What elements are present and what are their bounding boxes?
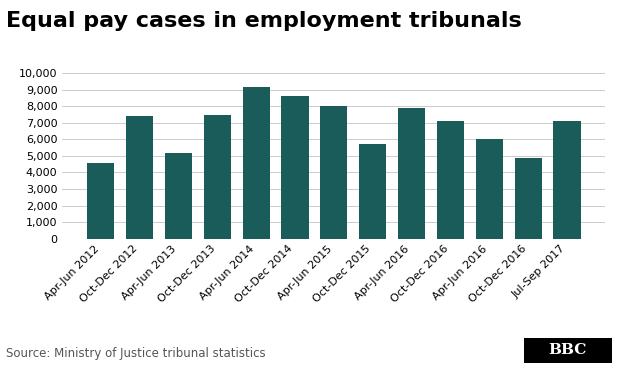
Text: Equal pay cases in employment tribunals: Equal pay cases in employment tribunals bbox=[6, 11, 522, 31]
Bar bbox=[165, 153, 192, 239]
Bar bbox=[203, 115, 231, 239]
Bar bbox=[359, 143, 386, 239]
Text: BBC: BBC bbox=[548, 344, 587, 357]
Bar bbox=[475, 139, 503, 239]
Bar bbox=[398, 108, 425, 239]
Bar bbox=[281, 96, 309, 239]
Bar bbox=[553, 121, 580, 239]
Text: Source: Ministry of Justice tribunal statistics: Source: Ministry of Justice tribunal sta… bbox=[6, 347, 266, 360]
Bar bbox=[126, 116, 153, 239]
Bar bbox=[515, 157, 542, 239]
Bar bbox=[320, 106, 348, 239]
Bar bbox=[437, 121, 464, 239]
Bar bbox=[243, 87, 270, 239]
Bar bbox=[87, 163, 114, 239]
